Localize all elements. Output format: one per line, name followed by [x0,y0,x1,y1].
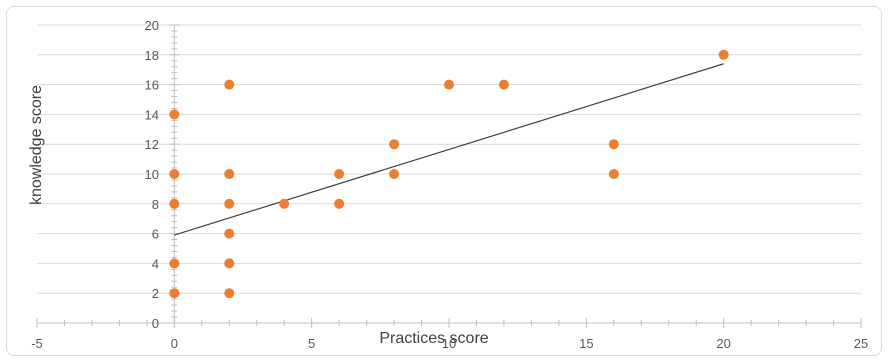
data-point [224,79,235,90]
y-tick-label: 0 [152,316,159,331]
data-point [334,198,345,209]
y-tick-label: 18 [145,48,159,63]
data-point [389,139,400,150]
data-point [224,169,235,179]
axes [36,24,862,328]
y-tick-label: 14 [145,107,159,122]
data-point [279,198,290,209]
y-axis-title: knowledge score [28,85,45,205]
data-point [608,139,619,150]
x-tick-label: 20 [716,336,730,351]
y-tick-label: 2 [152,286,159,301]
chart-frame [6,6,882,356]
data-point [224,198,235,209]
trendline-group [174,63,724,236]
data-point [169,169,180,179]
x-tick-label: 10 [442,336,456,351]
y-tick-label: 16 [145,78,159,93]
y-tick-label: 8 [152,197,159,212]
x-axis-title: Practices score [379,330,488,347]
data-point [444,79,454,90]
x-tick-label: -5 [31,336,43,351]
data-point [608,169,619,179]
data-point [389,169,400,179]
gridlines [37,24,861,294]
data-point [224,288,235,299]
y-tick-label: 12 [145,137,159,152]
x-tick-label: 0 [171,336,178,351]
data-point [224,258,235,269]
data-point [169,288,180,299]
tick-labels: -5 0 5 10 15 20 25 0 2 4 6 8 10 12 14 16 18 20 [31,18,868,351]
y-tick-label: 20 [145,18,159,33]
data-point [169,109,180,120]
x-tick-label: 15 [579,336,593,351]
data-point [169,258,180,269]
data-point [498,79,509,90]
data-point [334,169,345,179]
y-tick-label: 4 [152,256,159,271]
x-tick-label: 25 [854,336,868,351]
data-point [224,228,235,239]
data-points [169,49,729,299]
data-point [169,198,180,209]
y-tick-label: 6 [152,227,159,242]
y-tick-label: 10 [145,167,159,182]
x-tick-label: 5 [308,336,315,351]
trendline [174,63,724,236]
data-point [718,49,729,60]
